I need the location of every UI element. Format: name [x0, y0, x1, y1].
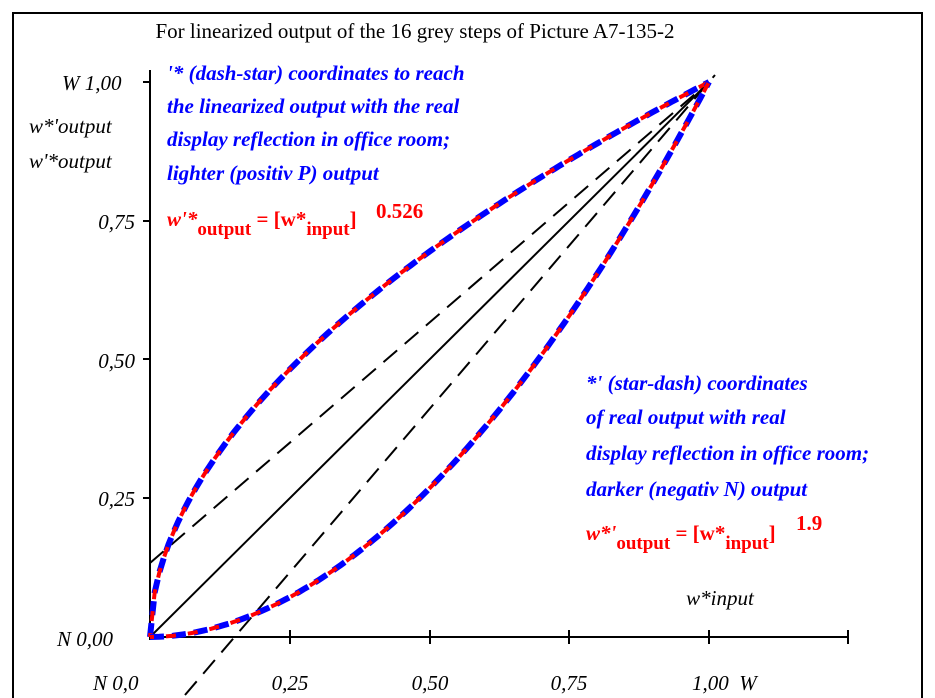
annotation-upper-exponent: 0.526 [376, 199, 423, 223]
formula-upper-close: ] [350, 207, 357, 231]
annotation-lower-line-2: of real output with real [586, 405, 786, 429]
y-label-075: 0,75 [98, 210, 135, 234]
annotation-upper-formula: w'*output = [w*input] [167, 207, 357, 240]
x-axis-title: w*input [686, 586, 755, 610]
x-label-075: 0,75 [551, 671, 588, 695]
x-label-100: 1,00 W [692, 671, 759, 695]
annotation-lower-exponent: 1.9 [796, 511, 822, 535]
annotation-upper: '* (dash-star) coordinates to reach the … [167, 61, 465, 240]
annotation-lower-formula: w*'output = [w*input] [586, 521, 776, 554]
annotation-upper-line-2: the linearized output with the real [167, 94, 459, 118]
annotation-upper-line-1: '* (dash-star) coordinates to reach [167, 61, 465, 85]
formula-lower-eq: = [w* [670, 521, 725, 545]
y-ticks [143, 82, 150, 498]
formula-upper-sub2: input [306, 219, 350, 240]
y-label-100: W 1,00 [62, 71, 122, 95]
annotation-upper-line-4: lighter (positiv P) output [167, 161, 380, 185]
y-label-025: 0,25 [98, 487, 135, 511]
formula-lower-lhs: w*' [586, 521, 617, 545]
chart-title: For linearized output of the 16 grey ste… [155, 19, 674, 43]
y-label-000: N 0,00 [56, 627, 114, 651]
formula-upper-eq: = [w* [251, 207, 306, 231]
formula-lower-close: ] [769, 521, 776, 545]
x-label-050: 0,50 [412, 671, 449, 695]
y-label-050: 0,50 [98, 349, 135, 373]
x-label-000: N 0,0 [92, 671, 139, 695]
annotation-lower-line-4: darker (negativ N) output [586, 477, 808, 501]
x-label-025: 0,25 [272, 671, 309, 695]
formula-lower-sub1: output [616, 533, 671, 554]
annotation-lower: *' (star-dash) coordinates of real outpu… [586, 371, 869, 554]
annotation-lower-line-1: *' (star-dash) coordinates [586, 371, 808, 395]
formula-upper-lhs: w'* [167, 207, 198, 231]
y-axis-title-1: w*'output [29, 114, 113, 138]
y-axis-title-2: w'*output [29, 149, 113, 173]
annotation-upper-line-3: display reflection in office room; [167, 127, 450, 151]
annotation-lower-line-3: display reflection in office room; [586, 441, 869, 465]
formula-upper-sub1: output [197, 219, 252, 240]
formula-lower-sub2: input [725, 533, 769, 554]
